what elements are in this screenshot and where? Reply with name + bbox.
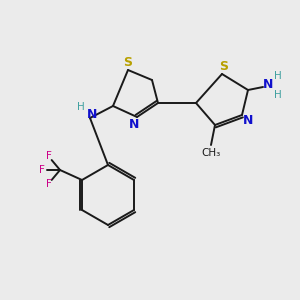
Text: H: H — [274, 90, 282, 100]
Text: CH₃: CH₃ — [201, 148, 220, 158]
Text: H: H — [274, 71, 282, 81]
Text: S: S — [124, 56, 133, 70]
Text: S: S — [220, 61, 229, 74]
Text: F: F — [46, 179, 51, 189]
Text: N: N — [263, 79, 273, 92]
Text: F: F — [39, 165, 45, 175]
Text: F: F — [46, 151, 51, 161]
Text: H: H — [77, 102, 85, 112]
Text: N: N — [87, 107, 97, 121]
Text: N: N — [243, 113, 253, 127]
Text: N: N — [129, 118, 139, 130]
